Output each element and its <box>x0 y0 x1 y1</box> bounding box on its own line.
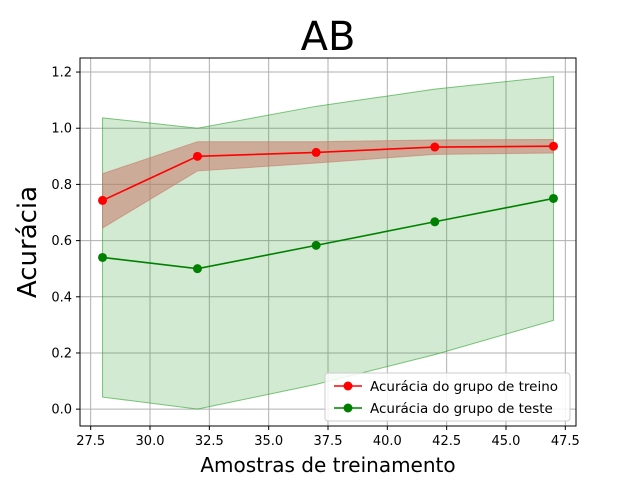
data-point-treino <box>192 151 202 161</box>
data-point-teste <box>548 193 558 203</box>
data-point-teste <box>192 264 202 274</box>
legend-swatch-marker <box>343 381 353 391</box>
data-point-teste <box>430 217 440 227</box>
x-tick-label: 27.5 <box>76 434 105 449</box>
x-tick-label: 37.5 <box>314 434 343 449</box>
data-point-treino <box>430 142 440 152</box>
x-tick-label: 35.0 <box>254 434 283 449</box>
legend-box <box>324 372 571 422</box>
data-point-teste <box>311 240 321 250</box>
data-point-treino <box>548 141 558 151</box>
y-axis-label: Acurácia <box>13 186 43 298</box>
y-tick-label: 0.4 <box>51 290 72 305</box>
x-axis-label: Amostras de treinamento <box>200 453 455 477</box>
y-tick-label: 1.0 <box>51 122 72 137</box>
data-point-teste <box>98 252 108 262</box>
chart-title: AB <box>301 14 356 60</box>
x-tick-label: 42.5 <box>432 434 461 449</box>
x-tick-label: 30.0 <box>136 434 165 449</box>
y-tick-label: 0.6 <box>51 234 72 249</box>
confidence-band-treino <box>102 138 554 229</box>
y-tick-label: 0.8 <box>51 178 72 193</box>
y-tick-label: 0.0 <box>51 403 72 418</box>
data-point-treino <box>98 195 108 205</box>
legend-swatch-marker <box>343 403 353 413</box>
x-tick-label: 40.0 <box>373 434 402 449</box>
axis-ticks: 27.5 30.0 32.5 35.0 37.5 40.0 42.5 45.0 47.5 0.0 0… <box>51 66 579 449</box>
legend: Acurácia do grupo de treino Acurácia do g… <box>324 372 571 422</box>
x-tick-label: 45.0 <box>492 434 521 449</box>
y-tick-label: 1.2 <box>51 66 72 81</box>
legend-label: Acurácia do grupo de teste <box>370 401 553 417</box>
x-tick-label: 47.5 <box>551 434 580 449</box>
data-point-treino <box>311 147 321 157</box>
legend-label: Acurácia do grupo de treino <box>370 379 558 395</box>
series-lines <box>98 141 558 274</box>
y-tick-label: 0.2 <box>51 346 72 361</box>
x-tick-label: 32.5 <box>195 434 224 449</box>
